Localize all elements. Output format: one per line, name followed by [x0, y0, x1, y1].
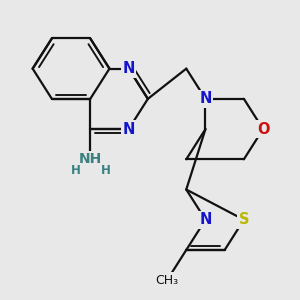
Text: N: N	[122, 61, 135, 76]
Text: NH: NH	[79, 152, 102, 166]
Text: H: H	[71, 164, 81, 177]
Text: N: N	[199, 92, 212, 106]
Text: H: H	[101, 164, 111, 177]
Text: H: H	[71, 164, 81, 177]
Text: S: S	[238, 212, 249, 227]
Text: N: N	[199, 212, 212, 227]
Text: O: O	[257, 122, 269, 136]
Text: NH: NH	[79, 152, 102, 166]
Text: N: N	[122, 122, 135, 136]
Text: CH₃: CH₃	[155, 274, 178, 287]
Text: H: H	[101, 164, 111, 177]
